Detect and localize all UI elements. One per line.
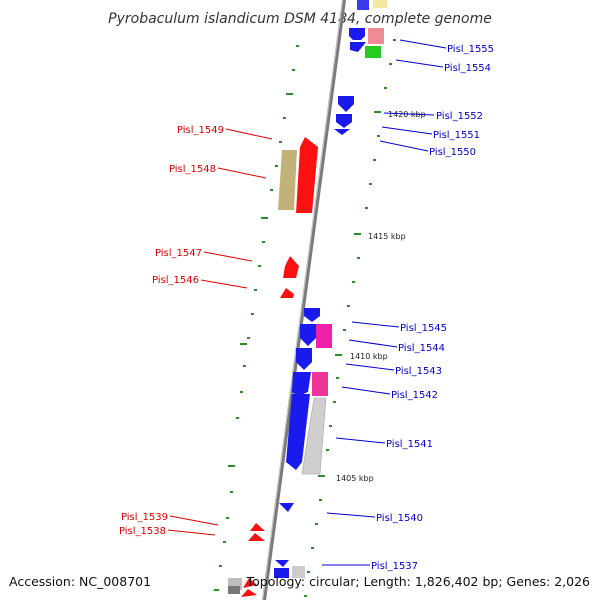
gene-pisl-1542-blue[interactable] bbox=[292, 372, 311, 396]
inner-tick-track bbox=[214, 45, 299, 591]
gene-label-pisl-1547[interactable]: Pisl_1547 bbox=[155, 248, 202, 259]
gene-pisl-1537-arrow[interactable] bbox=[275, 560, 289, 567]
gene-label-pisl-1548[interactable]: Pisl_1548 bbox=[169, 164, 216, 175]
gene-pisl-1543[interactable] bbox=[296, 348, 312, 370]
gene-pisl-1544[interactable] bbox=[316, 324, 332, 348]
gene-pisl-1540[interactable] bbox=[279, 503, 294, 512]
gene-pisl-1539[interactable] bbox=[250, 523, 265, 531]
gene-pisl-1542[interactable] bbox=[312, 372, 328, 396]
gene-pisl-1545[interactable] bbox=[304, 308, 320, 322]
outer-tick-track bbox=[304, 39, 396, 597]
gene-label-pisl-1551[interactable]: Pisl_1551 bbox=[433, 130, 480, 141]
gene-pisl-1537-grey[interactable] bbox=[292, 566, 305, 578]
genome-backbone bbox=[262, 0, 346, 600]
gene-pisl-1554[interactable] bbox=[365, 46, 381, 58]
right-leaders bbox=[322, 39, 447, 566]
gene-label-pisl-1546[interactable]: Pisl_1546 bbox=[152, 275, 199, 286]
gene-top-blue[interactable] bbox=[357, 0, 369, 10]
gene-pisl-1549[interactable] bbox=[296, 137, 318, 213]
scale-label-1415: 1415 kbp bbox=[368, 232, 406, 241]
gene-label-pisl-1554[interactable]: Pisl_1554 bbox=[444, 63, 491, 74]
accession-text: Accession: NC_008701 bbox=[9, 574, 151, 589]
gene-pisl-1550[interactable] bbox=[334, 129, 350, 135]
gene-label-pisl-1549[interactable]: Pisl_1549 bbox=[177, 125, 224, 136]
gene-label-pisl-1552[interactable]: Pisl_1552 bbox=[436, 111, 483, 122]
topology-summary: Topology: circular; Length: 1,826,402 bp… bbox=[246, 574, 590, 589]
map-title: Pyrobaculum islandicum DSM 4184, complet… bbox=[108, 11, 492, 27]
gene-blue-1556[interactable] bbox=[349, 28, 365, 40]
left-leaders bbox=[167, 128, 273, 536]
gene-label-pisl-1544[interactable]: Pisl_1544 bbox=[398, 343, 445, 354]
gene-label-pisl-1555[interactable]: Pisl_1555 bbox=[447, 44, 494, 55]
gene-red-bottom-2[interactable] bbox=[241, 589, 257, 597]
gene-pisl-1551-block[interactable] bbox=[336, 114, 352, 128]
gene-pisl-1544-blue[interactable] bbox=[300, 324, 316, 346]
gene-pisl-1538[interactable] bbox=[248, 533, 265, 541]
gene-pisl-1546[interactable] bbox=[280, 288, 294, 298]
gene-pisl-1541[interactable] bbox=[301, 397, 327, 475]
gene-label-pisl-1545[interactable]: Pisl_1545 bbox=[400, 323, 447, 334]
gene-pisl-1547[interactable] bbox=[283, 256, 299, 278]
gene-label-pisl-1539[interactable]: Pisl_1539 bbox=[121, 512, 168, 523]
gene-darkgrey-bottom[interactable] bbox=[228, 586, 240, 594]
gene-label-pisl-1543[interactable]: Pisl_1543 bbox=[395, 366, 442, 377]
backbone-highlight bbox=[262, 0, 344, 600]
gene-red-bottom-1[interactable] bbox=[243, 578, 257, 588]
scale-label-1410: 1410 kbp bbox=[350, 352, 388, 361]
gene-label-pisl-1540[interactable]: Pisl_1540 bbox=[376, 513, 423, 524]
gene-blue-1553[interactable] bbox=[350, 42, 366, 52]
gene-pisl-1552[interactable] bbox=[338, 96, 354, 112]
left-gene-labels: Pisl_1549 Pisl_1548 Pisl_1547 Pisl_1546 … bbox=[119, 125, 224, 537]
gene-pisl-1555[interactable] bbox=[368, 28, 384, 44]
gene-top-yellow[interactable] bbox=[373, 0, 387, 8]
gene-pisl-1541-blue[interactable] bbox=[286, 394, 310, 470]
gene-label-pisl-1550[interactable]: Pisl_1550 bbox=[429, 147, 476, 158]
forward-strand-genes bbox=[292, 0, 387, 578]
right-gene-labels: Pisl_1555 Pisl_1554 Pisl_1552 Pisl_1551 … bbox=[371, 44, 494, 572]
scale-label-1420: 1420 kbp bbox=[388, 110, 426, 119]
gene-label-pisl-1541[interactable]: Pisl_1541 bbox=[386, 439, 433, 450]
scale-label-1405: 1405 kbp bbox=[336, 474, 374, 483]
gene-label-pisl-1537[interactable]: Pisl_1537 bbox=[371, 561, 418, 572]
reverse-strand-genes bbox=[228, 28, 366, 597]
gene-pisl-1548-khaki[interactable] bbox=[278, 150, 297, 210]
gene-label-pisl-1542[interactable]: Pisl_1542 bbox=[391, 390, 438, 401]
gene-pisl-1537[interactable] bbox=[274, 568, 289, 578]
gene-label-pisl-1538[interactable]: Pisl_1538 bbox=[119, 526, 166, 537]
